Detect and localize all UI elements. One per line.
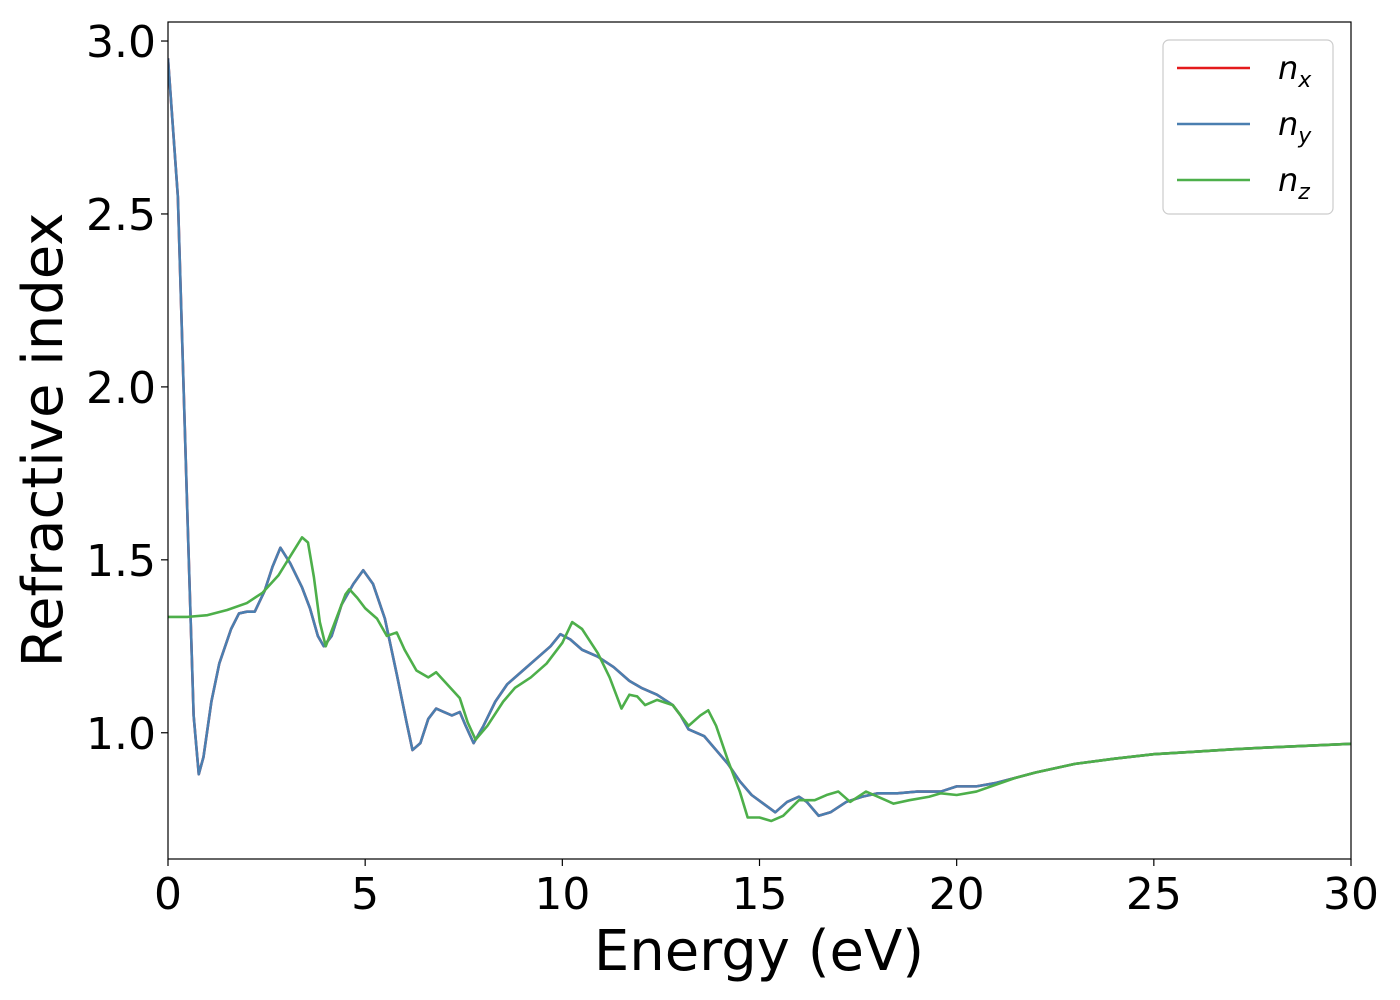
x-tick-label: 25 (1126, 869, 1182, 920)
x-axis-label: Energy (eV) (594, 919, 924, 984)
y-tick-label: 2.5 (86, 190, 156, 241)
y-tick-label: 1.5 (86, 536, 156, 587)
legend-label: nx (1278, 49, 1312, 93)
y-tick-label: 1.0 (86, 709, 156, 760)
x-tick-label: 30 (1323, 869, 1379, 920)
y-axis-ticks: 1.0 1.5 2.0 2.5 3.0 (86, 17, 168, 760)
x-tick-label: 5 (351, 869, 379, 920)
plot-background (168, 22, 1351, 859)
legend-label: ny (1278, 105, 1312, 149)
y-tick-label: 3.0 (86, 17, 156, 68)
y-axis-label: Refractive index (11, 213, 76, 668)
legend: nx ny nz (1162, 39, 1334, 215)
x-tick-label: 10 (534, 869, 590, 920)
legend-items: nx ny nz (1177, 49, 1312, 205)
legend-label: nz (1278, 161, 1310, 205)
x-tick-label: 0 (154, 869, 182, 920)
series-layer (168, 58, 1351, 823)
x-tick-label: 20 (929, 869, 985, 920)
series-line-n-y (168, 58, 1351, 818)
series-line-n-z (168, 536, 1351, 823)
x-tick-label: 15 (732, 869, 788, 920)
legend-box (1162, 39, 1334, 215)
y-tick-label: 2.0 (86, 363, 156, 414)
x-axis-ticks: 0 5 10 15 20 25 30 (154, 859, 1379, 920)
